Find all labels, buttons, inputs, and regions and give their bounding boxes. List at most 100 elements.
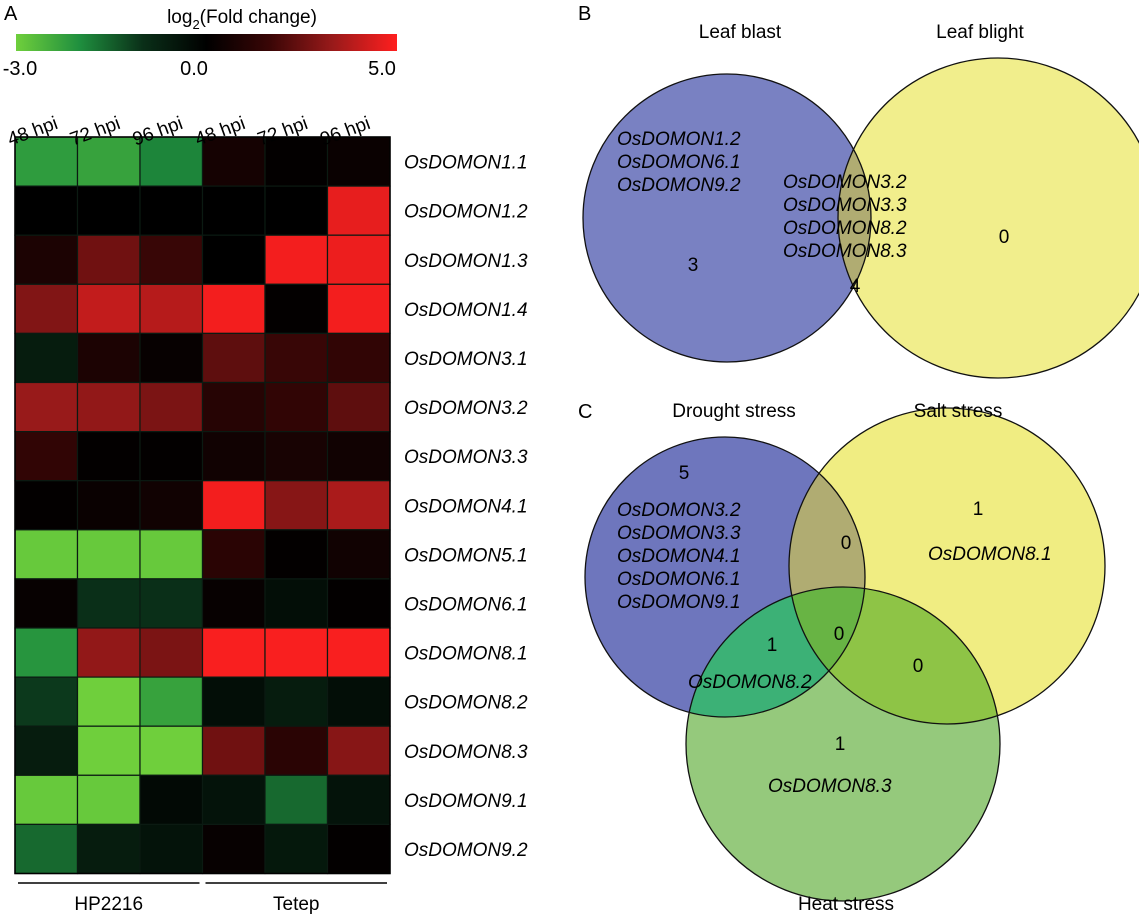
heatmap-cell (14, 185, 79, 236)
colorbar-title-suffix: (Fold change) (200, 7, 317, 28)
heatmap-cell (264, 480, 329, 531)
heatmap-row-label: OsDOMON8.1 (404, 644, 528, 665)
venn-b-circle (583, 74, 871, 362)
heatmap-cell (14, 234, 79, 285)
heatmap-cell (326, 185, 391, 236)
colorbar-title-prefix: log (167, 7, 192, 28)
venn-c-gene-label: OsDOMON8.1 (928, 544, 1052, 565)
venn-c-overlap (789, 587, 1000, 724)
venn-c-set-title: Salt stress (914, 401, 1003, 422)
venn-b-count: 3 (688, 255, 699, 276)
venn-c-overlap (686, 587, 865, 717)
heatmap-cell (201, 283, 266, 334)
heatmap-border (14, 136, 391, 875)
venn-b-gene-label: OsDOMON1.2 (617, 129, 741, 150)
heatmap-cell (139, 185, 204, 236)
heatmap-cell (326, 725, 391, 776)
heatmap-cell (14, 381, 79, 433)
heatmap-cell (14, 676, 79, 727)
heatmap-cell (326, 676, 391, 727)
heatmap-cell (76, 431, 141, 482)
heatmap-cell (76, 234, 141, 285)
venn-c-count: 1 (767, 635, 778, 656)
venn-b-gene-label: OsDOMON6.1 (617, 152, 741, 173)
panel-label-b: B (578, 3, 591, 25)
group-label: HP2216 (74, 894, 143, 915)
venn-c-gene-label: OsDOMON8.2 (688, 672, 812, 693)
heatmap-cell (201, 529, 266, 580)
venn-diagram-c: Drought stress Salt stress Heat stress 5 OsD… (584, 401, 1106, 915)
heatmap-cell (76, 725, 141, 776)
heatmap-cell (264, 725, 329, 776)
heatmap-cell (139, 431, 204, 482)
heatmap-cell (264, 283, 329, 334)
venn-c-set-title: Drought stress (672, 401, 796, 422)
venn-c-gene-label: OsDOMON6.1 (617, 569, 741, 590)
heatmap-cell (76, 332, 141, 384)
heatmap-row-label: OsDOMON8.2 (404, 693, 528, 714)
venn-diagram-b: Leaf blast Leaf blight OsDOMON1.2OsDOMON6.… (582, 22, 1139, 379)
heatmap-cell (76, 480, 141, 531)
heatmap-cell (14, 529, 79, 580)
heatmap-cell (14, 136, 79, 187)
colorbar-mid-label: 0.0 (180, 58, 208, 80)
heatmap-cell (326, 381, 391, 433)
heatmap-cell (139, 774, 204, 825)
venn-b-outline (582, 73, 872, 363)
heatmap-cell (264, 234, 329, 285)
venn-c-count: 5 (679, 463, 690, 484)
heatmap-cell (264, 676, 329, 727)
heatmap-cell (14, 725, 79, 776)
heatmap-cell (14, 823, 79, 875)
venn-c-gene-label: OsDOMON9.1 (617, 592, 741, 613)
heatmap-row-label: OsDOMON1.2 (404, 202, 528, 223)
heatmap-row-label: OsDOMON3.1 (404, 349, 528, 370)
heatmap-row-label: OsDOMON1.3 (404, 251, 528, 272)
heatmap-cell (201, 185, 266, 236)
venn-b-circle (838, 58, 1139, 378)
venn-b-count: 0 (999, 227, 1010, 248)
venn-c-count: 0 (834, 624, 845, 645)
heatmap-cell (264, 529, 329, 580)
heatmap-cell (139, 283, 204, 334)
heatmap-cell (264, 381, 329, 433)
heatmap-row-label: OsDOMON9.1 (404, 791, 528, 812)
venn-b-set-title: Leaf blast (699, 22, 782, 43)
venn-c-gene-label: OsDOMON4.1 (617, 546, 741, 567)
heatmap-cell (326, 823, 391, 875)
heatmap-cell (201, 234, 266, 285)
heatmap-cell (201, 431, 266, 482)
heatmap-cell (14, 627, 79, 678)
heatmap-cell (201, 381, 266, 433)
heatmap-row-label: OsDOMON4.1 (404, 496, 528, 517)
heatmap-cell (326, 283, 391, 334)
heatmap-cell (76, 136, 141, 187)
heatmap-cell (139, 332, 204, 384)
heatmap-cell (76, 529, 141, 580)
heatmap-cell (264, 627, 329, 678)
heatmap-row-label: OsDOMON5.1 (404, 545, 528, 566)
colorbar-title: log2(Fold change) (167, 7, 317, 32)
heatmap-cell (264, 823, 329, 875)
heatmap-cell (201, 332, 266, 384)
venn-c-gene-label: OsDOMON8.3 (768, 776, 892, 797)
heatmap-row-label: OsDOMON3.2 (404, 398, 528, 419)
heatmap: 48 hpi 72 hpi 96 hpi 48 hpi 72 hpi 96 hpiOsDO… (5, 113, 528, 915)
heatmap-cell (201, 480, 266, 531)
colorbar-gradient (16, 34, 397, 51)
heatmap-cell (76, 774, 141, 825)
heatmap-row-label: OsDOMON1.1 (404, 153, 528, 174)
heatmap-cell (264, 578, 329, 629)
venn-c-set-title: Heat stress (798, 894, 894, 915)
colorbar-max-label: 5.0 (368, 58, 396, 80)
heatmap-cell (14, 283, 79, 334)
venn-b-gene-label: OsDOMON3.3 (783, 195, 907, 216)
heatmap-cell (139, 480, 204, 531)
heatmap-cell (326, 431, 391, 482)
heatmap-cell (326, 529, 391, 580)
heatmap-cell (264, 332, 329, 384)
heatmap-cell (326, 234, 391, 285)
venn-b-set-title: Leaf blight (936, 22, 1024, 43)
heatmap-cell (326, 136, 391, 187)
